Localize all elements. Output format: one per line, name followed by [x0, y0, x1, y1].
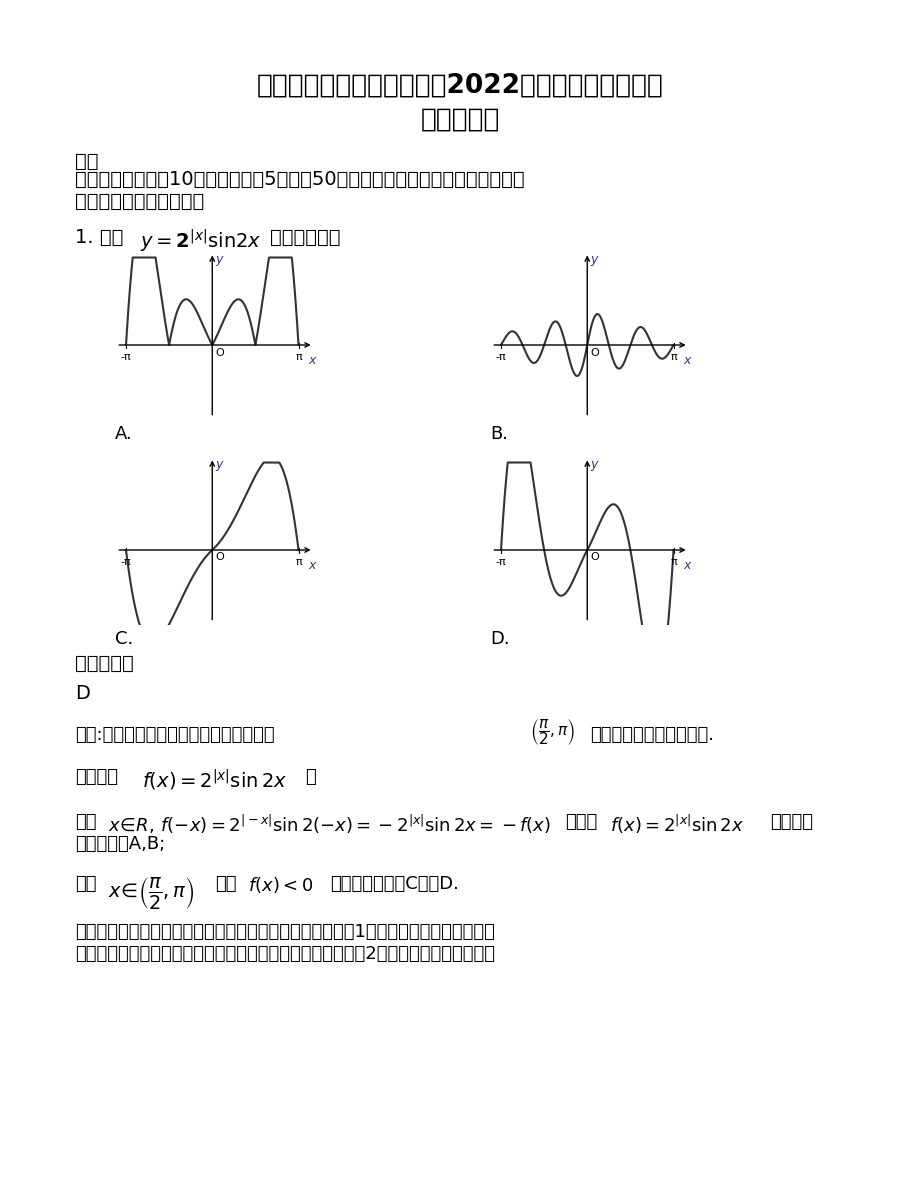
Text: 详解：令: 详解：令	[75, 768, 118, 786]
Text: $f(x)<0$: $f(x)<0$	[248, 875, 312, 894]
Text: $y=\mathbf{2}^{|x|}\mathrm{sin}2x$: $y=\mathbf{2}^{|x|}\mathrm{sin}2x$	[140, 227, 261, 255]
Text: D.: D.	[490, 630, 509, 648]
Text: 分析:先研究函数的奇偶性，再研究函数在: 分析:先研究函数的奇偶性，再研究函数在	[75, 727, 275, 744]
Text: π: π	[295, 353, 301, 362]
Text: $x\!\in\! R,\,f(-x)=2^{|-x|}\sin 2(-x)=-2^{|x|}\sin 2x=-f(x)$: $x\!\in\! R,\,f(-x)=2^{|-x|}\sin 2(-x)=-…	[108, 813, 550, 836]
Text: 为奇函数: 为奇函数	[769, 813, 812, 831]
Text: x: x	[683, 354, 690, 367]
Text: D: D	[75, 684, 90, 703]
Text: x: x	[683, 559, 690, 572]
Text: π: π	[295, 557, 301, 567]
Text: -π: -π	[120, 557, 131, 567]
Text: π: π	[669, 353, 676, 362]
Text: 时，: 时，	[215, 875, 236, 893]
Text: x: x	[308, 354, 315, 367]
Text: -π: -π	[120, 353, 131, 362]
Text: y: y	[215, 459, 222, 470]
Text: O: O	[215, 348, 223, 357]
Text: π: π	[669, 557, 676, 567]
Text: 四川省内江市第六职业中学2022年高二数学理知识点: 四川省内江市第六职业中学2022年高二数学理知识点	[256, 73, 663, 99]
Text: C.: C.	[115, 630, 133, 648]
Text: ，排除选项A,B;: ，排除选项A,B;	[75, 835, 165, 853]
Text: y: y	[215, 252, 222, 266]
Text: -π: -π	[495, 353, 505, 362]
Text: B.: B.	[490, 425, 507, 443]
Text: ，所以: ，所以	[564, 813, 596, 831]
Text: $\left(\dfrac{\pi}{2},\pi\right)$: $\left(\dfrac{\pi}{2},\pi\right)$	[529, 717, 574, 747]
Text: x: x	[308, 559, 315, 572]
Text: A.: A.	[115, 425, 132, 443]
Text: 选择题：本大题共10小题，每小题5分，共50分。在每小题给出的四个选项中，只: 选择题：本大题共10小题，每小题5分，共50分。在每小题给出的四个选项中，只	[75, 170, 524, 189]
Text: 上的符号，即可判断选择.: 上的符号，即可判断选择.	[589, 727, 713, 744]
Text: 象的左、右位置，由函数的值域，判断图象的上、下位置；（2）由函数的单调性，判断: 象的左、右位置，由函数的值域，判断图象的上、下位置；（2）由函数的单调性，判断	[75, 944, 494, 964]
Text: y: y	[590, 459, 597, 470]
Text: 点睛：有关函数图象的识别问题的常见题型及解题思路：（1）由函数的定义域，判断图: 点睛：有关函数图象的识别问题的常见题型及解题思路：（1）由函数的定义域，判断图	[75, 923, 494, 941]
Text: 一、: 一、	[75, 152, 98, 172]
Text: 的图象可能是: 的图象可能是	[269, 227, 340, 247]
Text: 有是一个符合题目要求的: 有是一个符合题目要求的	[75, 192, 204, 211]
Text: -π: -π	[495, 557, 505, 567]
Text: 因为: 因为	[75, 813, 96, 831]
Text: 因为: 因为	[75, 875, 96, 893]
Text: $f(x)=2^{|x|}\sin 2x$: $f(x)=2^{|x|}\sin 2x$	[609, 813, 743, 836]
Text: 试题含解析: 试题含解析	[420, 107, 499, 133]
Text: ，所以排除选项C，选D.: ，所以排除选项C，选D.	[330, 875, 459, 893]
Text: O: O	[589, 348, 598, 357]
Text: y: y	[590, 252, 597, 266]
Text: O: O	[215, 553, 223, 562]
Text: O: O	[589, 553, 598, 562]
Text: 参考答案：: 参考答案：	[75, 654, 133, 673]
Text: 1. 函数: 1. 函数	[75, 227, 123, 247]
Text: ，: ，	[305, 768, 315, 786]
Text: $f(x)=2^{|x|}\sin 2x$: $f(x)=2^{|x|}\sin 2x$	[142, 768, 287, 793]
Text: $x\!\in\!\left(\dfrac{\pi}{2},\pi\right)$: $x\!\in\!\left(\dfrac{\pi}{2},\pi\right)…	[108, 875, 195, 911]
